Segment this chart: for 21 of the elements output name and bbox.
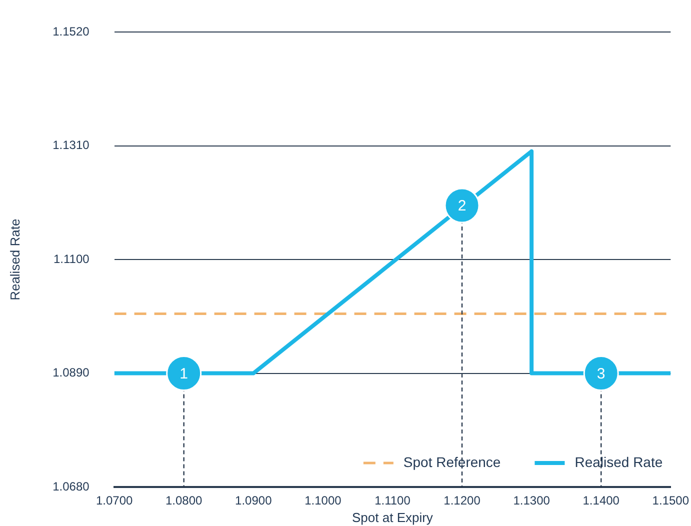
- x-tick-label: 1.1200: [444, 494, 481, 508]
- y-axis-title: Realised Rate: [7, 218, 22, 300]
- x-tick-label: 1.1300: [513, 494, 550, 508]
- annotation: 3: [596, 365, 606, 382]
- x-tick-label: 1.1400: [582, 494, 620, 508]
- y-tick-label: 1.0680: [52, 479, 90, 494]
- x-tick-label: 1.1100: [374, 494, 411, 508]
- x-tick-label: 1.0800: [165, 494, 203, 508]
- x-tick-label: 1.1000: [304, 494, 342, 508]
- y-tick-label: 1.1520: [52, 24, 90, 39]
- legend-label: Spot Reference: [403, 454, 501, 470]
- x-tick-label: 1.0700: [96, 494, 133, 508]
- x-tick-label: 1.0900: [235, 494, 272, 508]
- y-tick-label: 1.1100: [53, 252, 90, 266]
- x-axis-title: Spot at Expiry: [352, 510, 434, 525]
- x-tick-label: 1.1500: [652, 494, 690, 508]
- legend-label: Realised Rate: [574, 454, 663, 470]
- annotation: 1: [180, 365, 188, 382]
- y-tick-label: 1.0890: [52, 366, 90, 380]
- annotation: 2: [458, 198, 466, 215]
- y-tick-label: 1.1310: [52, 138, 90, 152]
